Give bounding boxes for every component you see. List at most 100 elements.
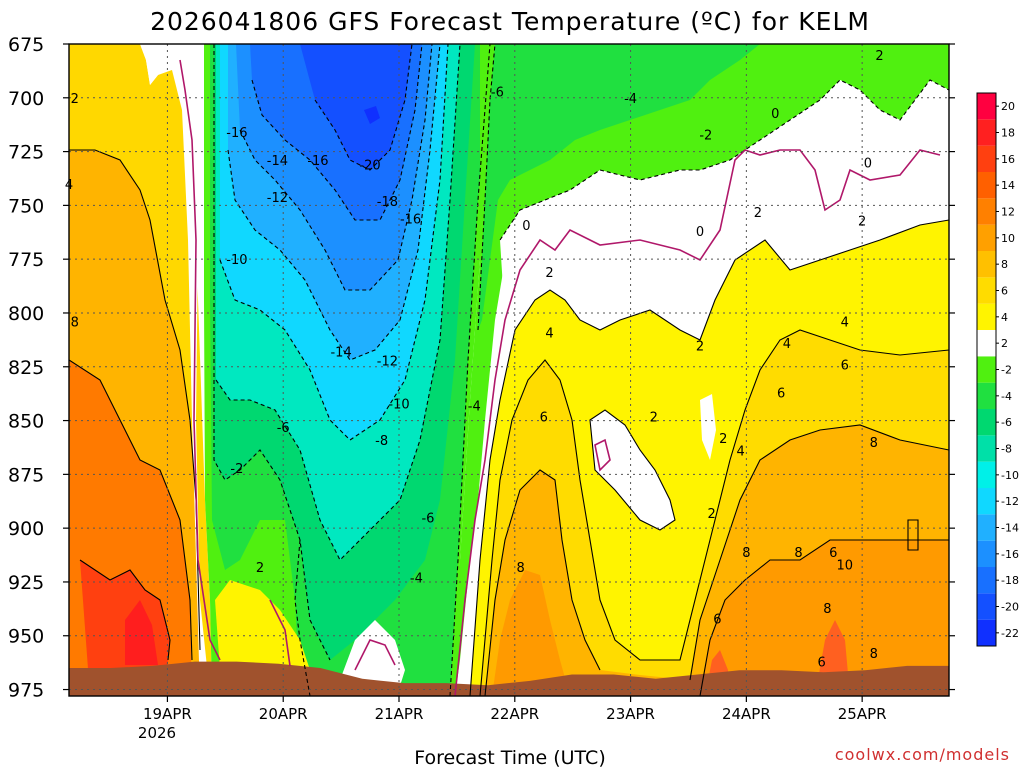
- temp-region-coldest-core: [364, 106, 380, 124]
- freezing-line-west: [179, 59, 221, 661]
- contour-label: 8: [794, 546, 802, 561]
- contour-label: -8: [375, 434, 388, 449]
- contour-label: 6: [841, 359, 849, 374]
- contour-label: -14: [330, 346, 351, 361]
- contour-label: 0: [864, 156, 872, 171]
- colorbar-label: -20: [1001, 601, 1019, 614]
- x-axis: 19APR 20APR 21APR 22APR 23APR 24APR 25APR: [143, 696, 887, 723]
- contour-label: 2: [858, 214, 866, 229]
- plot-frame: [68, 43, 950, 697]
- site-credit: coolwx.com/models: [835, 745, 1010, 764]
- contour-label: -14: [267, 154, 288, 169]
- contour-dashed-trough-3: [219, 44, 449, 441]
- contour-solid-west-3: [79, 559, 171, 661]
- contour-lines: [69, 44, 949, 696]
- temp-region-dark-orange-east: [492, 570, 570, 696]
- freezing-lines: [179, 59, 941, 696]
- y-tick-label: 800: [8, 303, 44, 325]
- contour-label: -18: [377, 195, 398, 210]
- y-tick-label: 725: [8, 142, 44, 164]
- y-tick-label: 825: [8, 357, 44, 379]
- colorbar-label: 8: [1001, 258, 1008, 271]
- contour-label: -16: [226, 126, 247, 141]
- contour-dashed-east-2: [499, 79, 949, 241]
- colorbar-swatch: [977, 198, 996, 225]
- temp-region-deep-blue-trough: [300, 44, 412, 170]
- contour-label: 8: [870, 436, 878, 451]
- colorbar-label: -12: [1001, 495, 1019, 508]
- contour-label: 4: [841, 316, 849, 331]
- contour-label: 6: [713, 613, 721, 628]
- contour-label: 8: [71, 316, 79, 331]
- contour-label: 10: [837, 559, 854, 574]
- contour-label: -20: [359, 159, 380, 174]
- contour-solid-east-patch: [589, 409, 676, 531]
- contour-label: -10: [388, 397, 409, 412]
- temp-region-white-patch-24apr: [700, 394, 716, 460]
- colorbar-swatch: [977, 119, 996, 146]
- temp-region-dark-orange-east-2: [700, 540, 949, 696]
- colorbar-swatch: [977, 145, 996, 172]
- contour-dashed-east-1: [477, 44, 496, 331]
- colorbar-swatch: [977, 514, 996, 541]
- contour-label: -2: [230, 462, 243, 477]
- colorbar-swatch: [977, 382, 996, 409]
- contour-label: -6: [277, 421, 290, 436]
- contour-label: 6: [829, 546, 837, 561]
- temp-region-white-west-gap: [140, 44, 210, 696]
- contour-label: -4: [468, 400, 481, 415]
- colorbar-swatch: [977, 567, 996, 594]
- colorbar-swatch: [977, 224, 996, 251]
- contour-solid-east-patch-2: [907, 519, 919, 551]
- contour-label: -4: [624, 92, 637, 107]
- colorbar-swatch: [977, 356, 996, 383]
- contour-label: -6: [491, 85, 504, 100]
- contour-label: 4: [736, 445, 744, 460]
- x-tick-label: 21APR: [375, 705, 424, 723]
- contour-solid-west: [69, 149, 201, 651]
- contour-label: 0: [771, 107, 779, 122]
- x-tick-label: 24APR: [722, 705, 771, 723]
- colorbar-label: 2: [1001, 337, 1008, 350]
- colorbar-swatch: [977, 172, 996, 199]
- contour-dashed-trough-4: [227, 44, 441, 361]
- colorbar-label: 18: [1001, 127, 1015, 140]
- contour-label: 8: [742, 546, 750, 561]
- colorbar-label: -6: [1001, 416, 1012, 429]
- contour-label: -4: [410, 572, 423, 587]
- contour-solid-east-5: [699, 539, 949, 696]
- x-tick-label: 20APR: [259, 705, 308, 723]
- contour-label: 2: [754, 206, 762, 221]
- colorbar-label: 10: [1001, 232, 1015, 245]
- chart-title: 2026041806 GFS Forecast Temperature (ºC)…: [150, 7, 870, 36]
- y-tick-label: 950: [8, 626, 44, 648]
- colorbar-swatch: [977, 619, 996, 646]
- freezing-line-20apr: [269, 599, 291, 667]
- contour-label: 2: [696, 339, 704, 354]
- contour-label: 2: [875, 49, 883, 64]
- colorbar-label: -4: [1001, 390, 1012, 403]
- temp-region-green-east: [478, 44, 760, 330]
- colorbar-label: -8: [1001, 443, 1012, 456]
- colorbar-label: 12: [1001, 206, 1015, 219]
- contour-label: 2: [707, 507, 715, 522]
- contour-label: -16: [400, 212, 421, 227]
- x-tick-label: 22APR: [490, 705, 539, 723]
- contour-label: 6: [817, 656, 825, 671]
- colorbar-swatch: [977, 409, 996, 436]
- contour-dashed-trough-6: [251, 44, 423, 221]
- ground-surface: [69, 661, 949, 696]
- colorbar: -22-20-18-16-14-12-10-8-6-4-224681012141…: [976, 92, 1019, 647]
- year-label: 2026: [138, 724, 176, 742]
- y-tick-label: 850: [8, 411, 44, 433]
- colorbar-label: -16: [1001, 548, 1019, 561]
- freezing-line-23apr: [594, 438, 611, 472]
- colorbar-label: 20: [1001, 100, 1015, 113]
- colorbar-swatch: [977, 540, 996, 567]
- contour-label: 6: [540, 410, 548, 425]
- x-tick-label: 25APR: [838, 705, 887, 723]
- colorbar-swatch: [977, 461, 996, 488]
- colorbar-label: -2: [1001, 364, 1012, 377]
- contour-label: 6: [777, 387, 785, 402]
